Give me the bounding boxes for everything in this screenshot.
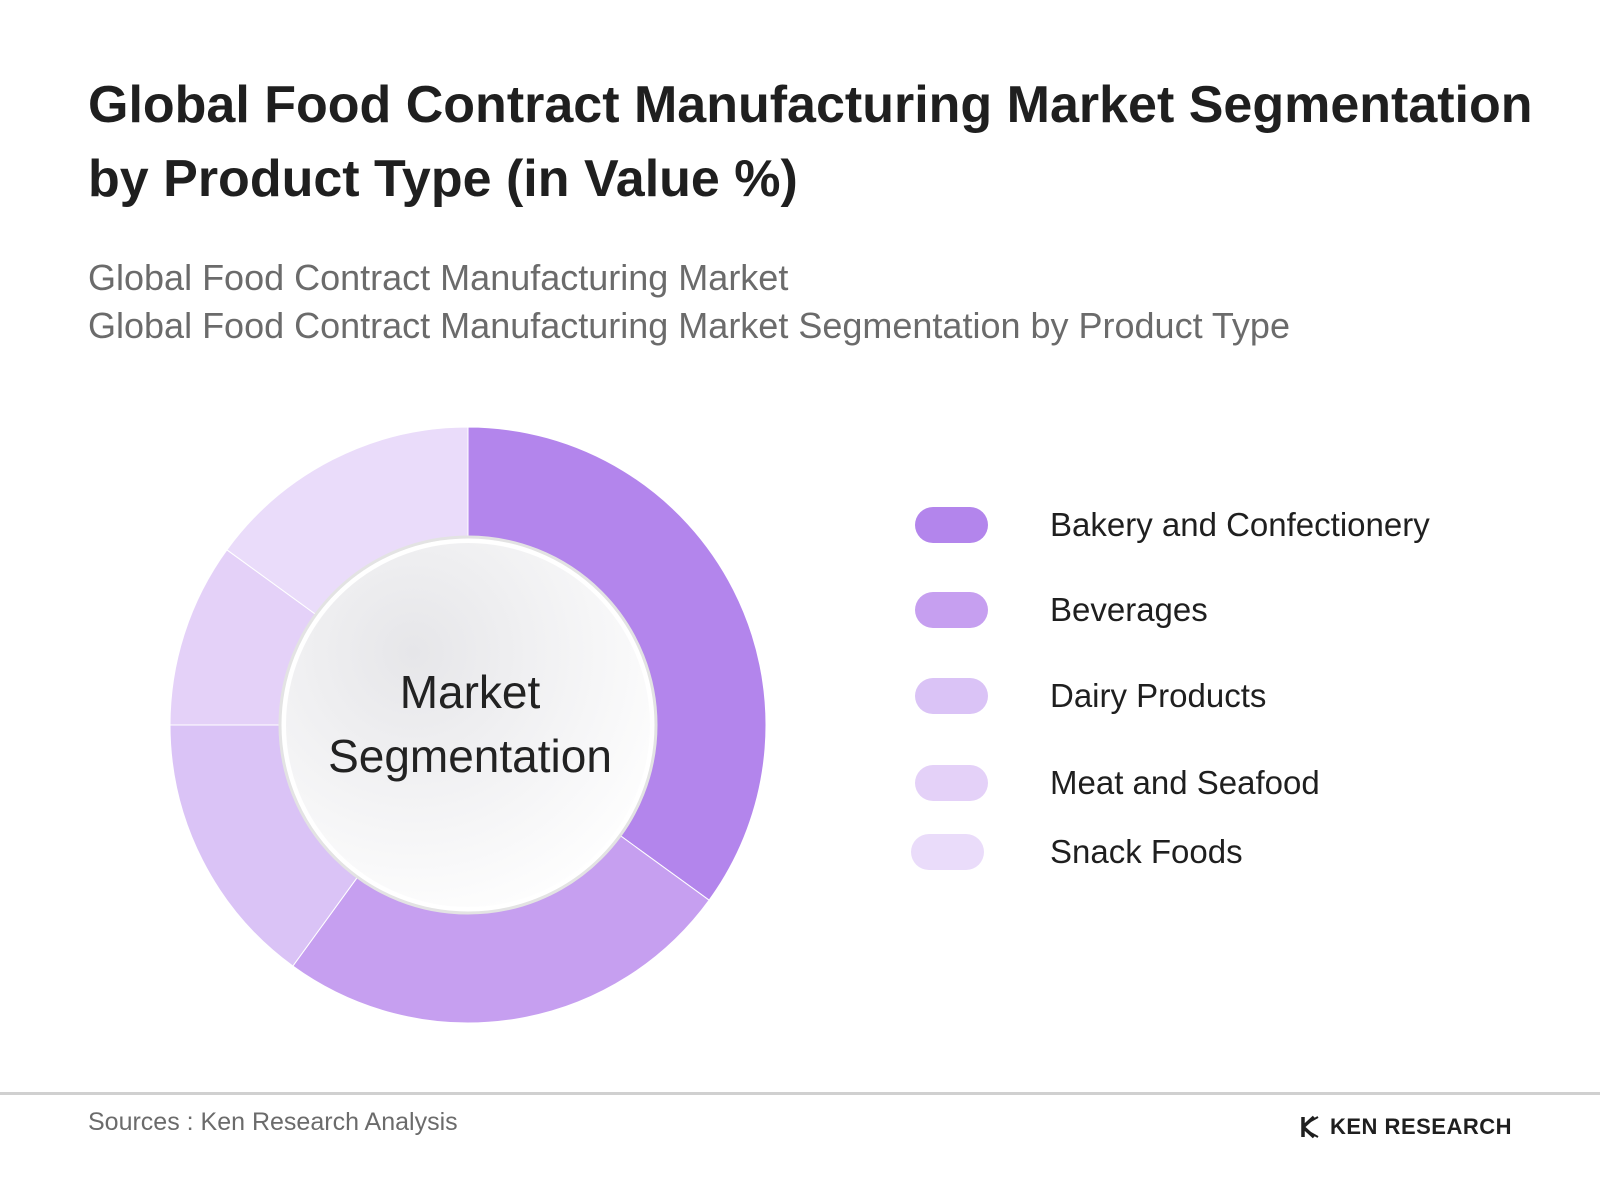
chart-title: Global Food Contract Manufacturing Marke… xyxy=(88,76,1533,208)
legend-label: Snack Foods xyxy=(1050,833,1243,870)
legend-swatch xyxy=(915,507,988,543)
center-label-line-2: Segmentation xyxy=(328,730,612,782)
ken-research-logo-icon xyxy=(1301,1115,1319,1139)
legend-swatch xyxy=(915,592,988,628)
legend-label: Dairy Products xyxy=(1050,677,1267,714)
subtitle-line-1: Global Food Contract Manufacturing Marke… xyxy=(88,257,789,298)
legend-item-bakery: Bakery and Confectionery xyxy=(915,505,1515,545)
legend-label: Meat and Seafood xyxy=(1050,764,1320,801)
center-label-line-1: Market xyxy=(399,666,541,718)
legend-swatch xyxy=(911,834,984,870)
legend-item-snack-foods: Snack Foods xyxy=(911,832,1515,872)
legend-swatch xyxy=(915,678,988,714)
legend-item-beverages: Beverages xyxy=(915,590,1515,630)
brand-name: KEN RESEARCH xyxy=(1330,1114,1513,1139)
legend-swatch xyxy=(915,765,988,801)
source-note: Sources : Ken Research Analysis xyxy=(88,1108,458,1136)
brand-logo: KEN RESEARCH xyxy=(1300,1112,1512,1142)
legend-item-dairy: Dairy Products xyxy=(915,676,1515,716)
footer-divider xyxy=(0,1092,1600,1095)
chart-subtitle: Global Food Contract Manufacturing Marke… xyxy=(88,254,1558,350)
subtitle-line-2: Global Food Contract Manufacturing Marke… xyxy=(88,305,1290,346)
legend-label: Bakery and Confectionery xyxy=(1050,506,1430,543)
donut-center-label: Market Segmentation xyxy=(280,660,660,788)
legend-label: Beverages xyxy=(1050,591,1208,628)
legend-item-meat-seafood: Meat and Seafood xyxy=(915,763,1515,803)
